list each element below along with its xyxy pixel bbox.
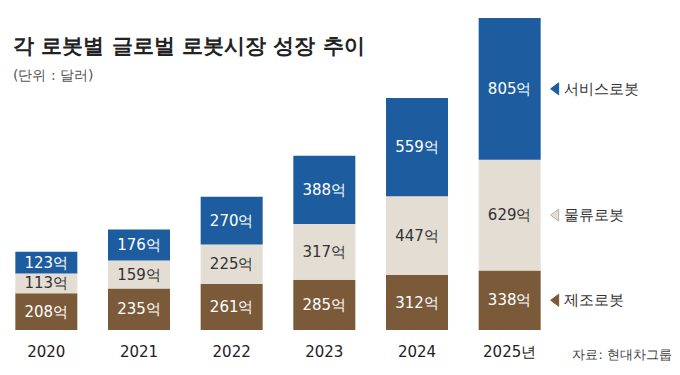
svg-text:2023: 2023 bbox=[305, 343, 343, 361]
svg-text:2021: 2021 bbox=[120, 343, 158, 361]
svg-text:113억: 113억 bbox=[25, 274, 69, 292]
svg-text:235억: 235억 bbox=[117, 300, 161, 318]
svg-text:123억: 123억 bbox=[25, 254, 69, 272]
svg-text:629억: 629억 bbox=[488, 206, 532, 224]
svg-text:447억: 447억 bbox=[395, 227, 439, 245]
svg-text:208억: 208억 bbox=[25, 303, 69, 321]
svg-text:312억: 312억 bbox=[395, 294, 439, 312]
svg-text:(단위 : 달러): (단위 : 달러) bbox=[13, 67, 94, 83]
svg-text:805억: 805억 bbox=[488, 80, 532, 98]
svg-text:261억: 261억 bbox=[210, 298, 254, 316]
svg-text:2025년: 2025년 bbox=[483, 343, 536, 361]
svg-text:338억: 338억 bbox=[488, 291, 532, 309]
svg-text:제조로봇: 제조로봇 bbox=[564, 291, 624, 309]
svg-text:317억: 317억 bbox=[303, 243, 347, 261]
svg-text:2024: 2024 bbox=[398, 343, 436, 361]
svg-text:225억: 225억 bbox=[210, 255, 254, 273]
svg-text:176억: 176억 bbox=[117, 236, 161, 254]
svg-text:물류로봇: 물류로봇 bbox=[564, 206, 624, 224]
svg-text:각 로봇별 글로벌 로봇시장 성장 추이: 각 로봇별 글로벌 로봇시장 성장 추이 bbox=[13, 34, 365, 58]
svg-text:285억: 285억 bbox=[303, 296, 347, 314]
svg-text:388억: 388억 bbox=[303, 181, 347, 199]
svg-text:2020: 2020 bbox=[27, 343, 65, 361]
svg-text:270억: 270억 bbox=[210, 212, 254, 230]
svg-text:자료: 현대차그룹: 자료: 현대차그룹 bbox=[572, 347, 672, 362]
svg-text:159억: 159억 bbox=[117, 266, 161, 284]
svg-text:서비스로봇: 서비스로봇 bbox=[564, 80, 639, 98]
svg-text:559억: 559억 bbox=[395, 138, 439, 156]
svg-text:2022: 2022 bbox=[213, 343, 251, 361]
